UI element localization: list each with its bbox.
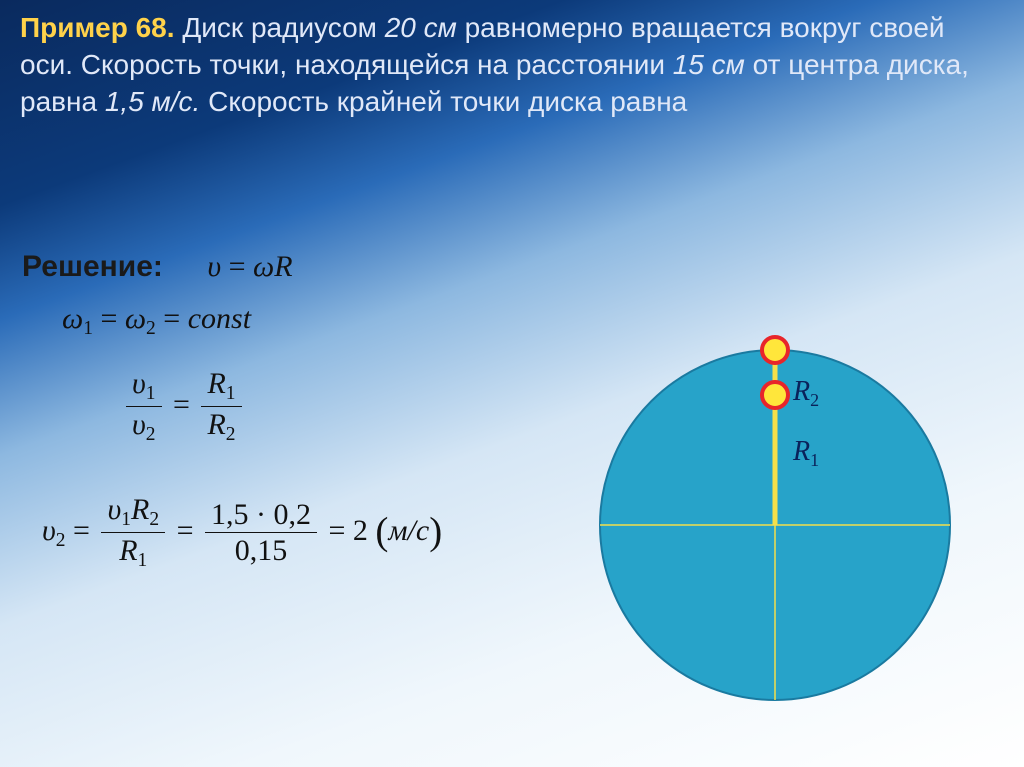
eq3-num-r-sub: 1 xyxy=(226,383,236,404)
eq4-lhs-sub: 2 xyxy=(56,530,66,551)
problem-val1: 20 см xyxy=(385,12,457,43)
eq2-const: const xyxy=(188,302,251,335)
eq4-f1num-b: R xyxy=(131,493,149,526)
eq3-den-r: R xyxy=(207,408,225,441)
example-number: Пример 68. xyxy=(20,12,175,43)
eq3-eq: = xyxy=(173,388,197,421)
problem-part4: Скорость крайней точки диска равна xyxy=(200,86,687,117)
equation-1: υ = ωR xyxy=(207,250,292,283)
eq4-eq1: = xyxy=(66,514,98,547)
eq2-eq1: = xyxy=(93,302,125,335)
eq1-v: υ xyxy=(207,250,221,283)
eq4-f2den: 0,15 xyxy=(205,533,317,567)
eq4-f1num-a-sub: 1 xyxy=(121,509,131,530)
slide: Пример 68. Диск радиусом 20 см равномерн… xyxy=(0,0,1024,767)
eq3-num-r: R xyxy=(207,367,225,400)
eq4-frac1: υ1R2 R1 xyxy=(101,494,165,572)
eq1-r: R xyxy=(274,250,292,283)
eq4-f1den-sub: 1 xyxy=(138,550,148,571)
eq3-den-l: υ xyxy=(132,408,146,441)
eq4-eq3: = xyxy=(328,514,352,547)
eq1-eq: = xyxy=(221,250,253,283)
eq2-s1: 1 xyxy=(83,318,93,339)
disk-diagram: R2R1 xyxy=(575,325,975,725)
eq3-num-l-sub: 1 xyxy=(146,383,156,404)
eq3-lhs-frac: υ1 υ2 xyxy=(126,368,162,446)
eq2-eq2: = xyxy=(156,302,188,335)
eq3-rhs-frac: R1 R2 xyxy=(201,368,241,446)
eq3-num-l: υ xyxy=(132,367,146,400)
eq3-den-l-sub: 2 xyxy=(146,424,156,445)
problem-val2: 15 см xyxy=(673,49,745,80)
solution-area: Решение: υ = ωR ω1 = ω2 = const υ1 υ2 = … xyxy=(22,250,622,582)
problem-val3: 1,5 м/с. xyxy=(105,86,200,117)
eq4-rparen: ) xyxy=(429,510,442,553)
eq4-f1den: R xyxy=(119,534,137,567)
solution-label: Решение: xyxy=(22,250,163,284)
equation-4: υ2 = υ1R2 R1 = 1,5 · 0,2 0,15 = 2 (м/с) xyxy=(42,494,622,572)
eq4-eq2: = xyxy=(177,514,201,547)
equation-2: ω1 = ω2 = const xyxy=(62,302,622,340)
eq1-omega: ω xyxy=(253,250,274,283)
equation-3: υ1 υ2 = R1 R2 xyxy=(122,368,622,446)
eq2-w2: ω xyxy=(125,302,146,335)
disk-svg: R2R1 xyxy=(575,325,975,725)
problem-part1: Диск радиусом xyxy=(182,12,384,43)
eq4-frac2: 1,5 · 0,2 0,15 xyxy=(205,499,317,567)
eq4-unit: м/с xyxy=(388,514,429,547)
eq4-lparen: ( xyxy=(375,510,388,553)
eq4-result: 2 xyxy=(353,514,368,547)
eq4-lhs: υ xyxy=(42,514,56,547)
problem-header: Пример 68. Диск радиусом 20 см равномерн… xyxy=(0,0,1024,125)
eq2-w1: ω xyxy=(62,302,83,335)
eq4-f1num-a: υ xyxy=(107,493,121,526)
eq3-den-r-sub: 2 xyxy=(226,424,236,445)
eq2-s2: 2 xyxy=(146,318,156,339)
eq4-f2num: 1,5 · 0,2 xyxy=(205,499,317,534)
eq4-f1num-b-sub: 2 xyxy=(149,509,159,530)
